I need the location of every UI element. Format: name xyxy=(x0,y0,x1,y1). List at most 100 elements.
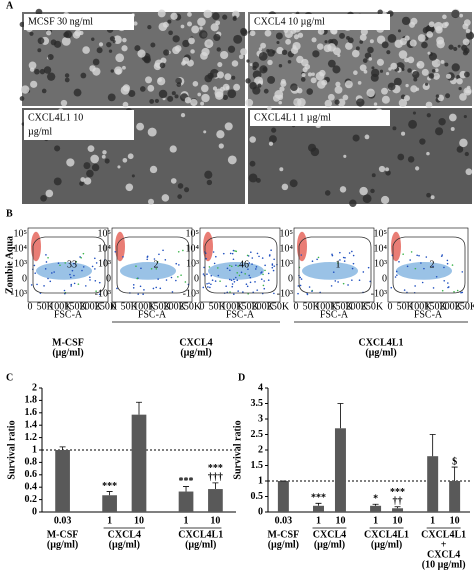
cell xyxy=(459,13,464,18)
y-tick-label: 1.2 xyxy=(25,432,38,443)
cell xyxy=(278,100,283,105)
group-label: + xyxy=(441,539,447,550)
event xyxy=(237,290,239,292)
error-bar xyxy=(315,502,322,506)
cell xyxy=(267,75,276,84)
gate xyxy=(392,236,466,294)
x-tick-label: 50K xyxy=(121,301,139,312)
x-tick-label: 10 xyxy=(210,515,220,526)
y-tick-label: 0.5 xyxy=(251,491,264,502)
cell xyxy=(462,50,469,56)
x-tick-label: 50K xyxy=(303,301,321,312)
cell xyxy=(53,40,62,48)
cell xyxy=(174,94,179,99)
group-label: (µg/ml) xyxy=(268,539,299,550)
cell xyxy=(120,85,130,95)
cell xyxy=(349,199,357,207)
x-tick-label: 200K xyxy=(80,301,103,312)
cell xyxy=(245,98,254,107)
cell xyxy=(180,24,185,29)
event xyxy=(423,267,425,270)
cell xyxy=(428,52,438,61)
event xyxy=(332,271,335,273)
cell xyxy=(147,84,155,92)
image-label: CXCL4L1 1 µg/ml xyxy=(254,112,331,123)
y-tick-label: 0 xyxy=(288,273,293,284)
cell xyxy=(440,59,445,64)
group-label: CXCL4L1 xyxy=(421,529,466,540)
event xyxy=(441,289,444,292)
cell xyxy=(197,92,202,97)
x-tick-label: 0.03 xyxy=(275,515,293,526)
cell xyxy=(426,113,431,118)
y-tick-label: -10³ xyxy=(95,288,111,299)
cell xyxy=(64,73,70,78)
cell xyxy=(335,81,341,87)
cell xyxy=(279,86,285,92)
event xyxy=(299,276,301,279)
cell xyxy=(415,166,420,171)
error-bar xyxy=(212,482,219,490)
cell xyxy=(370,73,379,82)
cell xyxy=(459,93,467,101)
cell xyxy=(180,113,186,118)
group-label: (µg/ml) xyxy=(52,347,83,358)
cell xyxy=(362,58,368,63)
cell xyxy=(172,35,180,43)
event xyxy=(342,282,345,285)
y-tick-label: 10⁴ xyxy=(374,243,388,254)
population xyxy=(120,262,176,280)
group-label: CXCL4L1 xyxy=(364,529,409,540)
event xyxy=(348,252,351,254)
cell xyxy=(227,45,236,53)
event xyxy=(146,255,149,258)
event xyxy=(84,285,87,287)
population xyxy=(391,231,401,262)
population xyxy=(36,262,92,280)
x-tick-label: 200K xyxy=(164,301,187,312)
event xyxy=(297,285,300,287)
event xyxy=(367,266,370,269)
event xyxy=(210,274,213,277)
group-label: M-CSF xyxy=(52,337,84,348)
x-tick-label: 0 xyxy=(112,301,117,312)
cell xyxy=(233,83,241,91)
event xyxy=(207,286,209,288)
x-tick-label: 0 xyxy=(388,301,393,312)
cell xyxy=(60,99,68,107)
cell xyxy=(216,130,225,139)
cell xyxy=(107,93,116,102)
cell xyxy=(310,77,317,84)
y-tick-label: -10³ xyxy=(277,288,293,299)
cell xyxy=(177,194,183,199)
cell xyxy=(84,177,92,185)
cell xyxy=(19,21,25,28)
event xyxy=(461,291,464,294)
event xyxy=(414,285,416,287)
event xyxy=(122,256,124,258)
y-tick-label: 1 xyxy=(32,444,37,455)
cell xyxy=(61,36,71,46)
event xyxy=(337,281,339,283)
cell xyxy=(442,14,447,20)
cell xyxy=(112,40,116,44)
cell xyxy=(378,165,386,173)
cell xyxy=(203,130,207,134)
cell xyxy=(149,165,158,174)
y-tick-label: 2 xyxy=(32,382,37,393)
cell xyxy=(339,32,346,39)
event xyxy=(447,282,449,284)
x-tick-label: 100K xyxy=(49,301,72,312)
event xyxy=(403,289,406,291)
event xyxy=(443,279,446,282)
cell xyxy=(275,32,283,40)
y-tick-label: 10⁴ xyxy=(186,243,200,254)
event xyxy=(339,259,341,261)
event xyxy=(142,293,144,296)
cell xyxy=(258,47,263,51)
event xyxy=(229,278,231,281)
cell xyxy=(419,138,426,145)
event xyxy=(180,274,182,276)
event xyxy=(81,269,83,272)
cell xyxy=(83,162,91,170)
